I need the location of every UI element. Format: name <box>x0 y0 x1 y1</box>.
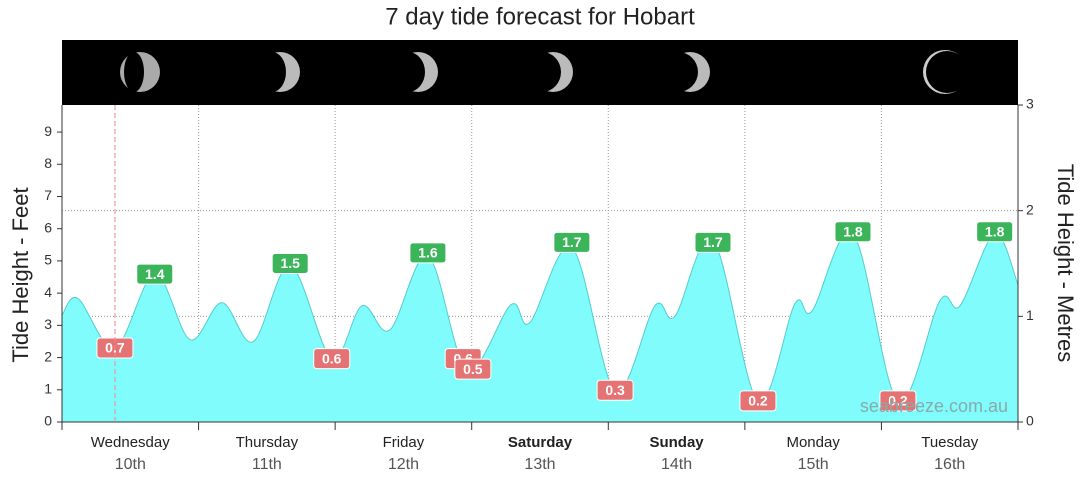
plot-area: 0 1 2 3 4 5 6 7 8 9 0 1 2 3 Wednesday 10th Thursday 11th F… <box>44 96 1034 474</box>
moon-strip <box>62 40 1018 105</box>
tide-label-box <box>553 231 591 253</box>
date-label: 14th <box>661 456 692 473</box>
y-tick-label: 6 <box>44 219 52 235</box>
tide-label: 1.5 <box>280 255 300 271</box>
tide-label: 0.3 <box>605 382 625 398</box>
day-label: Wednesday <box>91 434 170 451</box>
y-axis-title: Tide Height - Feet <box>8 187 33 362</box>
y2-axis-title: Tide Height - Metres <box>1053 164 1078 362</box>
tide-label: 1.7 <box>562 234 582 250</box>
y-tick-label: 1 <box>44 380 52 396</box>
tide-label-box <box>694 231 732 253</box>
tide-label: 1.6 <box>418 245 438 261</box>
tide-label: 0.5 <box>463 361 483 377</box>
day-label: Sunday <box>649 434 704 451</box>
tide-label-box <box>454 358 492 380</box>
day-label: Saturday <box>508 434 573 451</box>
date-label: 15th <box>798 456 829 473</box>
y-tick-label: 4 <box>44 284 52 300</box>
tide-label-box <box>879 390 917 412</box>
watermark: seabreeze.com.au <box>860 396 1008 416</box>
y-tick-label: 7 <box>44 187 52 203</box>
tide-label: 1.8 <box>985 224 1005 240</box>
y-tick-label: 9 <box>44 123 52 139</box>
y-tick-label: 3 <box>44 316 52 332</box>
day-label: Monday <box>786 434 840 451</box>
y2-tick-label: 3 <box>1026 96 1034 112</box>
y-tick-label: 8 <box>44 155 52 171</box>
tide-label: 0.2 <box>888 393 908 409</box>
date-label: 11th <box>252 456 282 473</box>
tide-area <box>61 231 1019 423</box>
y2-tick-label: 0 <box>1026 413 1034 429</box>
tide-label-box <box>271 253 309 274</box>
day-label: Friday <box>383 434 425 451</box>
tide-label-box <box>313 348 351 370</box>
tide-label: 1.4 <box>145 266 165 282</box>
y-tick-label: 0 <box>44 413 52 429</box>
day-label: Tuesday <box>921 434 978 451</box>
y2-tick-label: 2 <box>1026 201 1034 217</box>
tide-label-box <box>739 390 777 412</box>
tide-label-box <box>834 221 872 243</box>
y-tick-label: 5 <box>44 252 52 268</box>
chart-title: 7 day tide forecast for Hobart <box>385 3 695 30</box>
tide-label: 1.8 <box>843 224 863 240</box>
tide-label: 1.7 <box>703 234 723 250</box>
y-tick-label: 2 <box>44 348 52 364</box>
tide-label-box <box>596 379 634 401</box>
date-label: 13th <box>524 456 555 473</box>
y2-tick-label: 1 <box>1026 307 1034 323</box>
date-label: 16th <box>934 456 965 473</box>
tide-label: 0.6 <box>322 350 342 366</box>
tide-label-box <box>136 263 174 285</box>
date-label: 10th <box>115 456 146 473</box>
day-label: Thursday <box>236 434 299 451</box>
date-label: 12th <box>388 456 419 473</box>
tide-label-box <box>409 242 447 264</box>
tide-label-box <box>976 221 1014 243</box>
tide-label: 0.2 <box>748 393 768 409</box>
